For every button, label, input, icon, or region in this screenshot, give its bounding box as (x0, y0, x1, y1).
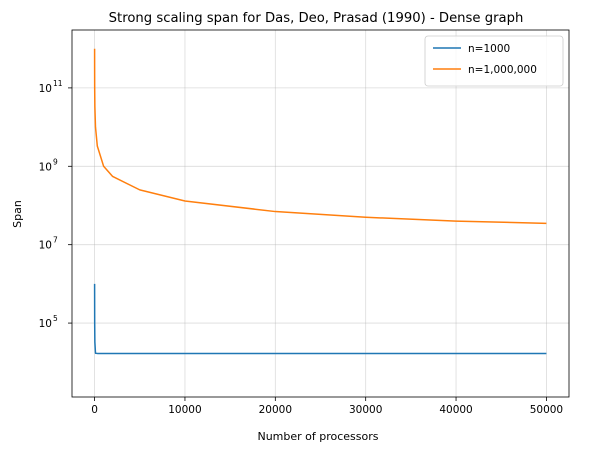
x-axis: 0 10000 20000 30000 40000 50000 (91, 397, 563, 416)
y-tick-label: 10 (39, 83, 52, 95)
legend: n=1000 n=1,000,000 (424, 35, 564, 87)
x-tick-label: 0 (91, 404, 98, 416)
chart-title: Strong scaling span for Das, Deo, Prasad… (109, 11, 524, 26)
x-tick-label: 50000 (530, 404, 563, 416)
y-tick-exponent: 9 (53, 157, 58, 166)
y-tick-exponent: 5 (53, 314, 58, 323)
series-line-2 (93, 48, 547, 225)
series-line-1 (93, 283, 547, 355)
grid (72, 30, 569, 397)
legend-label-2: n=1,000,000 (468, 64, 537, 76)
x-tick-label: 20000 (259, 404, 292, 416)
y-tick-exponent: 11 (53, 79, 63, 88)
legend-label-1: n=1000 (468, 43, 510, 55)
x-tick-label: 30000 (349, 404, 382, 416)
plot-frame (71, 29, 570, 398)
x-tick-label: 10000 (168, 404, 201, 416)
y-axis-label: Span (11, 200, 24, 228)
y-tick-label: 10 (39, 240, 52, 252)
series-layer (93, 48, 547, 355)
y-tick-exponent: 7 (53, 236, 58, 245)
x-axis-label: Number of processors (257, 430, 378, 443)
x-tick-label: 40000 (439, 404, 472, 416)
y-tick-label: 10 (39, 318, 52, 330)
y-tick-label: 10 (39, 161, 52, 173)
